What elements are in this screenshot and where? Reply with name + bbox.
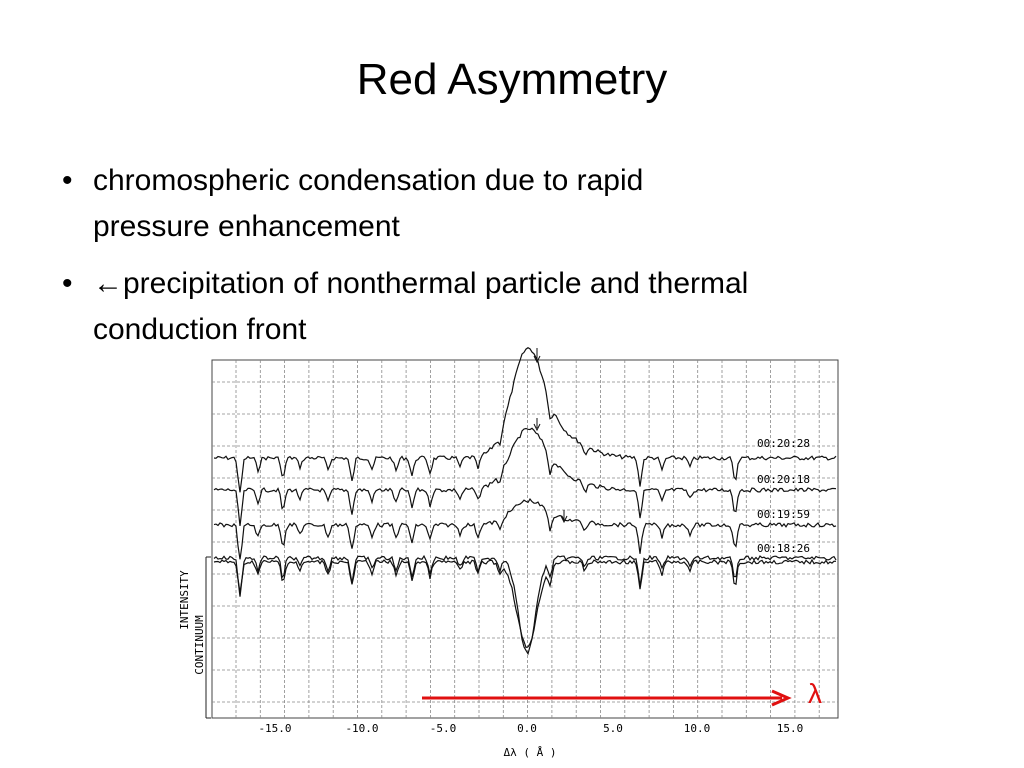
spectrum-curve bbox=[213, 427, 837, 526]
x-tick-label: -15.0 bbox=[258, 722, 291, 735]
x-tick-label: 0.0 bbox=[517, 722, 537, 735]
y-axis-label: INTENSITY bbox=[178, 570, 191, 630]
bullet-dot: • bbox=[62, 164, 73, 197]
x-axis-label: Δλ ( Å ) bbox=[504, 746, 557, 759]
lambda-symbol: λ bbox=[808, 678, 822, 709]
bullet-text: pressure enhancement bbox=[93, 210, 401, 243]
red-arrow-head bbox=[771, 689, 792, 707]
bullet-text: conduction front bbox=[93, 313, 307, 346]
spectra bbox=[213, 346, 837, 656]
marker-arrows bbox=[533, 348, 568, 524]
x-tick-label: 5.0 bbox=[603, 722, 623, 735]
bullet-dot: • bbox=[62, 267, 73, 300]
continuum-label: CONTINUUM bbox=[193, 615, 206, 675]
spectrum-curve bbox=[213, 554, 837, 656]
x-tick-label: -10.0 bbox=[345, 722, 378, 735]
time-label: 00:18:26 bbox=[757, 542, 810, 555]
time-label: 00:19:59 bbox=[757, 508, 810, 521]
spectrum-curve bbox=[213, 498, 837, 560]
time-label: 00:20:18 bbox=[757, 473, 810, 486]
x-tick-label: 15.0 bbox=[777, 722, 804, 735]
bullet-text: ←precipitation of nonthermal particle an… bbox=[93, 267, 748, 300]
bullet-text: chromospheric condensation due to rapid bbox=[93, 164, 643, 197]
spectrum-curve bbox=[213, 346, 837, 493]
spectrum-figure: 00:20:28 00:20:18 00:19:59 00:18:26 -15.… bbox=[178, 346, 839, 759]
time-label: 00:20:28 bbox=[757, 437, 810, 450]
x-tick-label: 10.0 bbox=[684, 722, 711, 735]
slide-title: Red Asymmetry bbox=[357, 55, 668, 104]
continuum-bracket bbox=[205, 556, 211, 719]
x-tick-label: -5.0 bbox=[430, 722, 457, 735]
spectrum-curve bbox=[213, 558, 837, 649]
